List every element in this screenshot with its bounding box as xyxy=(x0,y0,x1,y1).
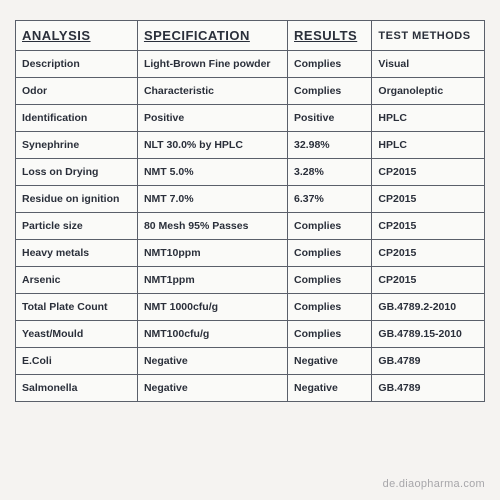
cell-method: CP2015 xyxy=(372,213,485,240)
cell-analysis: Yeast/Mould xyxy=(16,321,138,348)
cell-spec: 80 Mesh 95% Passes xyxy=(137,213,287,240)
cell-method: GB.4789.15-2010 xyxy=(372,321,485,348)
table-row: Yeast/MouldNMT100cfu/gCompliesGB.4789.15… xyxy=(16,321,485,348)
cell-analysis: Particle size xyxy=(16,213,138,240)
cell-method: HPLC xyxy=(372,132,485,159)
cell-result: Complies xyxy=(288,213,372,240)
cell-result: Positive xyxy=(288,105,372,132)
cell-method: GB.4789 xyxy=(372,375,485,402)
cell-spec: NMT 7.0% xyxy=(137,186,287,213)
table-row: OdorCharacteristicCompliesOrganoleptic xyxy=(16,78,485,105)
cell-result: Complies xyxy=(288,78,372,105)
cell-result: 32.98% xyxy=(288,132,372,159)
cell-analysis: Loss on Drying xyxy=(16,159,138,186)
header-methods: TEST METHODS xyxy=(372,21,485,51)
table-row: Loss on DryingNMT 5.0%3.28%CP2015 xyxy=(16,159,485,186)
cell-result: Complies xyxy=(288,240,372,267)
table-row: ArsenicNMT1ppmCompliesCP2015 xyxy=(16,267,485,294)
cell-spec: NMT1ppm xyxy=(137,267,287,294)
table-row: Heavy metalsNMT10ppmCompliesCP2015 xyxy=(16,240,485,267)
table-row: SalmonellaNegativeNegativeGB.4789 xyxy=(16,375,485,402)
cell-method: CP2015 xyxy=(372,240,485,267)
cell-spec: NMT100cfu/g xyxy=(137,321,287,348)
cell-result: Negative xyxy=(288,375,372,402)
cell-method: CP2015 xyxy=(372,267,485,294)
cell-method: GB.4789 xyxy=(372,348,485,375)
cell-spec: Positive xyxy=(137,105,287,132)
header-specification: SPECIFICATION xyxy=(137,21,287,51)
table-row: Total Plate CountNMT 1000cfu/gCompliesGB… xyxy=(16,294,485,321)
cell-analysis: Salmonella xyxy=(16,375,138,402)
cell-spec: Negative xyxy=(137,375,287,402)
cell-result: Complies xyxy=(288,294,372,321)
header-row: ANALYSIS SPECIFICATION RESULTS TEST METH… xyxy=(16,21,485,51)
table-row: Particle size80 Mesh 95% PassesCompliesC… xyxy=(16,213,485,240)
cell-analysis: Arsenic xyxy=(16,267,138,294)
cell-method: Organoleptic xyxy=(372,78,485,105)
cell-analysis: Description xyxy=(16,51,138,78)
cell-spec: NMT 5.0% xyxy=(137,159,287,186)
cell-analysis: Odor xyxy=(16,78,138,105)
cell-analysis: Total Plate Count xyxy=(16,294,138,321)
table-row: DescriptionLight-Brown Fine powderCompli… xyxy=(16,51,485,78)
cell-analysis: Identification xyxy=(16,105,138,132)
cell-result: Negative xyxy=(288,348,372,375)
cell-analysis: Heavy metals xyxy=(16,240,138,267)
cell-result: Complies xyxy=(288,321,372,348)
table-row: E.ColiNegativeNegativeGB.4789 xyxy=(16,348,485,375)
cell-result: Complies xyxy=(288,51,372,78)
cell-result: Complies xyxy=(288,267,372,294)
table-row: IdentificationPositivePositiveHPLC xyxy=(16,105,485,132)
cell-method: Visual xyxy=(372,51,485,78)
cell-method: HPLC xyxy=(372,105,485,132)
cell-analysis: Residue on ignition xyxy=(16,186,138,213)
cell-method: CP2015 xyxy=(372,186,485,213)
watermark: de.diaopharma.com xyxy=(383,478,485,490)
cell-spec: NLT 30.0% by HPLC xyxy=(137,132,287,159)
spec-table: ANALYSIS SPECIFICATION RESULTS TEST METH… xyxy=(15,20,485,402)
cell-spec: Negative xyxy=(137,348,287,375)
cell-method: GB.4789.2-2010 xyxy=(372,294,485,321)
table-row: Residue on ignitionNMT 7.0%6.37%CP2015 xyxy=(16,186,485,213)
cell-spec: NMT 1000cfu/g xyxy=(137,294,287,321)
header-analysis: ANALYSIS xyxy=(16,21,138,51)
cell-spec: Light-Brown Fine powder xyxy=(137,51,287,78)
cell-analysis: E.Coli xyxy=(16,348,138,375)
header-results: RESULTS xyxy=(288,21,372,51)
cell-result: 3.28% xyxy=(288,159,372,186)
cell-result: 6.37% xyxy=(288,186,372,213)
table-row: SynephrineNLT 30.0% by HPLC32.98%HPLC xyxy=(16,132,485,159)
cell-method: CP2015 xyxy=(372,159,485,186)
cell-spec: NMT10ppm xyxy=(137,240,287,267)
cell-analysis: Synephrine xyxy=(16,132,138,159)
cell-spec: Characteristic xyxy=(137,78,287,105)
